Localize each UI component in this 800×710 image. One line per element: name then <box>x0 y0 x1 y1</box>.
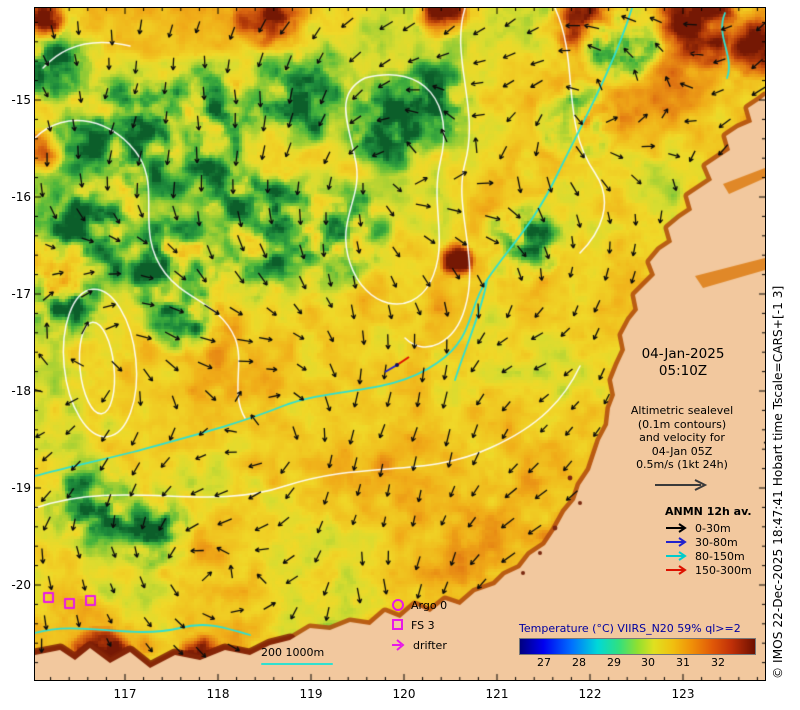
marker-legend: Argo 0 FS 3 drifter <box>391 598 501 658</box>
anmn-legend-item: 80-150m <box>665 549 765 563</box>
anmn-legend: ANMN 12h av. 0-30m 30-80m 80-150m <box>665 505 765 577</box>
anmn-legend-item: 0-30m <box>665 521 765 535</box>
map-datetime: 04-Jan-2025 05:10Z <box>618 346 748 380</box>
date-label: 04-Jan-2025 <box>641 346 725 362</box>
depth-arrow-icon <box>666 551 687 561</box>
colorbar-tick: 32 <box>711 656 725 669</box>
drifter-arrow-icon <box>392 639 405 651</box>
colorbar-tick: 31 <box>676 656 690 669</box>
drifter-label: drifter <box>413 638 447 652</box>
anmn-depth-label: 150-300m <box>695 563 752 577</box>
altimetric-line: and velocity for <box>639 431 725 444</box>
lon-tick-label: 119 <box>299 687 323 701</box>
anmn-legend-title: ANMN 12h av. <box>665 505 752 518</box>
time-label: 05:10Z <box>658 363 708 379</box>
lat-tick-label: -19 <box>11 481 31 495</box>
altimetric-line: Altimetric sealevel <box>630 404 734 417</box>
anmn-legend-item: 30-80m <box>665 535 765 549</box>
anmn-depth-label: 30-80m <box>695 535 738 549</box>
scale-arrow-icon <box>655 478 708 491</box>
map-canvas <box>35 8 765 680</box>
lon-tick-label: 122 <box>578 687 602 701</box>
lat-tick-label: -15 <box>11 93 31 107</box>
argo-circle-icon <box>392 599 404 611</box>
lon-tick-label: 121 <box>485 687 509 701</box>
altimetric-line: 0.5m/s (1kt 24h) <box>636 458 728 471</box>
lon-tick-label: 120 <box>392 687 416 701</box>
altimetric-note: Altimetric sealevel (0.1m contours) and … <box>607 404 757 494</box>
copyright-text: © IMOS 22-Dec-2025 18:47:41 Hobart time … <box>771 285 785 679</box>
bathymetry-scale-label: 200 1000m <box>261 646 325 659</box>
argo-legend-item: Argo 0 <box>391 598 501 612</box>
colorbar-tick: 28 <box>572 656 586 669</box>
colorbar-gradient <box>519 638 756 655</box>
lon-tick-label: 118 <box>206 687 230 701</box>
colorbar-tick: 29 <box>607 656 621 669</box>
depth-arrow-icon <box>666 523 687 533</box>
colorbar-tick: 30 <box>641 656 655 669</box>
lat-tick-label: -20 <box>11 578 31 592</box>
depth-arrow-icon <box>666 565 687 575</box>
altimetric-line: (0.1m contours) <box>637 417 727 431</box>
colorbar: Temperature (°C) VIIRS_N20 59% ql>=2 27 … <box>519 622 765 669</box>
lat-tick-label: -18 <box>11 384 31 398</box>
lat-tick-label: -17 <box>11 287 31 301</box>
altimetric-line: 04-Jan 05Z <box>651 444 713 458</box>
depth-arrow-icon <box>666 537 687 547</box>
colorbar-ticks: 27 28 29 30 31 32 <box>519 655 754 669</box>
colorbar-title: Temperature (°C) VIIRS_N20 59% ql>=2 <box>519 622 741 635</box>
argo-label: Argo 0 <box>411 598 448 612</box>
lon-tick-label: 123 <box>671 687 695 701</box>
lon-tick-label: 117 <box>113 687 137 701</box>
bathymetry-scale: 200 1000m <box>261 646 351 665</box>
fs-square-icon <box>392 619 403 630</box>
anmn-legend-item: 150-300m <box>665 563 765 577</box>
colorbar-tick: 27 <box>537 656 551 669</box>
fs-legend-item: FS 3 <box>391 618 501 632</box>
bathymetry-contour-sample <box>261 663 333 665</box>
map-frame: 04-Jan-2025 05:10Z Altimetric sealevel (… <box>34 7 766 681</box>
anmn-depth-label: 80-150m <box>695 549 745 563</box>
drifter-legend-item: drifter <box>391 638 501 652</box>
lat-tick-label: -16 <box>11 190 31 204</box>
fs-label: FS 3 <box>411 618 435 632</box>
velocity-scale-arrow <box>607 478 757 495</box>
anmn-depth-label: 0-30m <box>695 521 731 535</box>
